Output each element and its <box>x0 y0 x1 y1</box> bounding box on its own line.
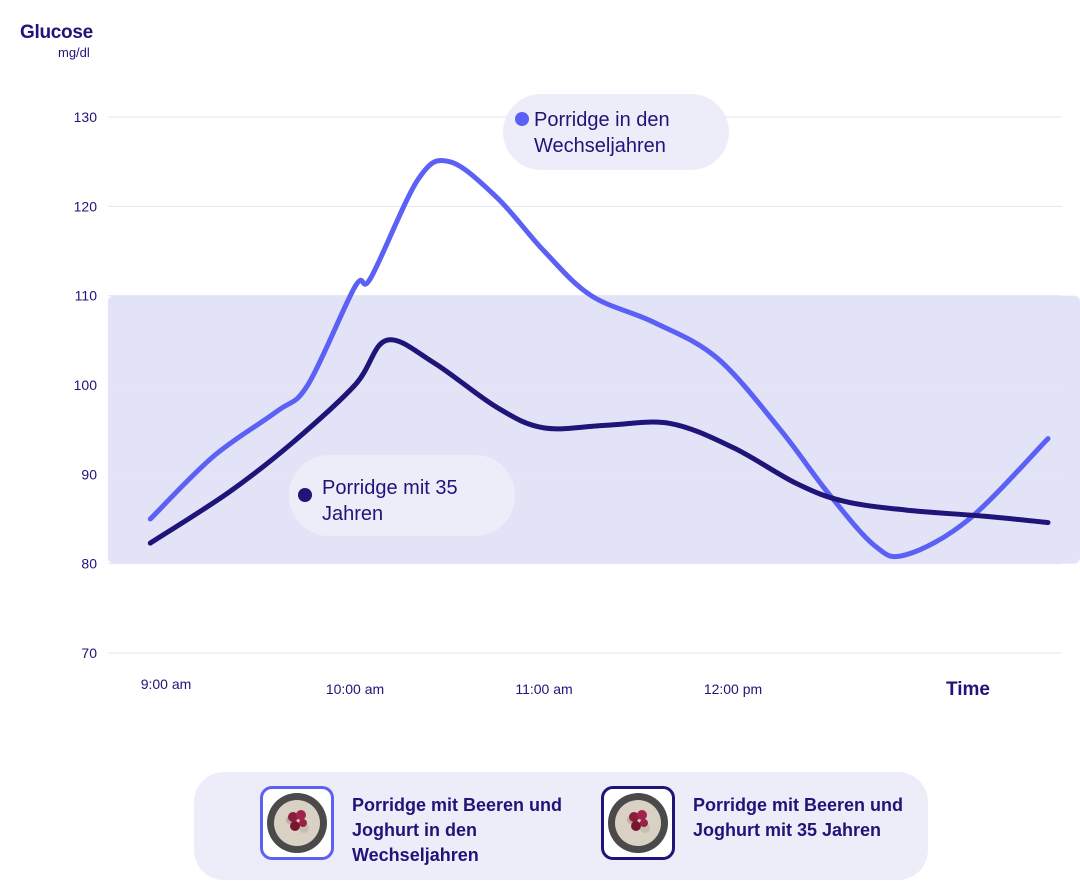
callout-wechseljahren: Porridge in den Wechseljahren <box>503 94 729 170</box>
x-tick-label: 10:00 am <box>326 681 384 697</box>
x-tick-labels: 9:00 am 10:00 am 11:00 am 12:00 pm <box>141 676 762 697</box>
x-tick-label: 12:00 pm <box>704 681 762 697</box>
porridge-bowl-icon <box>601 786 675 860</box>
y-tick-label: 120 <box>74 198 98 214</box>
y-tick-labels: 70 80 90 100 110 120 130 <box>74 109 98 661</box>
x-axis-title: Time <box>946 679 990 700</box>
callout-35-jahren: Porridge mit 35 Jahren <box>289 455 515 536</box>
series-marker-light-icon <box>515 112 529 126</box>
y-tick-label: 130 <box>74 109 98 125</box>
y-tick-label: 110 <box>75 288 98 304</box>
legend-label: Porridge mit Beeren und Joghurt mit 35 J… <box>693 795 904 840</box>
y-tick-label: 80 <box>81 556 97 572</box>
legend: Porridge mit Beeren und Joghurt in den W… <box>194 772 928 880</box>
series-marker-dark-icon <box>298 488 312 502</box>
y-axis-title: Glucose <box>20 22 93 43</box>
callout-label: Porridge in den Wechseljahren <box>534 109 670 157</box>
y-tick-label: 70 <box>81 645 97 661</box>
x-tick-label: 9:00 am <box>141 676 192 692</box>
porridge-bowl-icon <box>260 786 334 860</box>
grid-lines <box>108 116 1062 654</box>
series-line-wechseljahren <box>147 158 1051 560</box>
legend-label: Porridge mit Beeren und Joghurt in den W… <box>352 795 563 865</box>
x-tick-label: 11:00 am <box>515 681 572 697</box>
callout-label: Porridge mit 35 Jahren <box>322 477 458 525</box>
series-lines <box>147 158 1051 560</box>
y-tick-label: 90 <box>81 466 97 482</box>
series-line-35-jahren <box>147 337 1051 546</box>
y-tick-label: 100 <box>74 377 98 393</box>
y-axis-unit: mg/dl <box>58 45 90 60</box>
